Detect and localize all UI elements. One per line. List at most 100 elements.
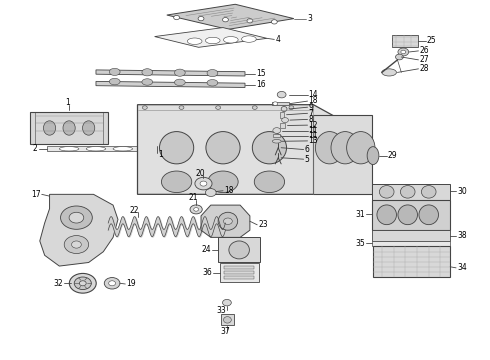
Polygon shape xyxy=(47,146,157,151)
Bar xyxy=(224,271,254,274)
Ellipse shape xyxy=(272,139,281,143)
Ellipse shape xyxy=(195,177,212,190)
Text: 27: 27 xyxy=(419,55,429,64)
Text: 31: 31 xyxy=(356,210,365,219)
Ellipse shape xyxy=(242,36,256,42)
Ellipse shape xyxy=(208,171,238,193)
Ellipse shape xyxy=(316,132,343,164)
Text: 5: 5 xyxy=(305,155,310,164)
Ellipse shape xyxy=(70,273,96,293)
Ellipse shape xyxy=(142,69,153,76)
Ellipse shape xyxy=(367,147,379,165)
Ellipse shape xyxy=(252,106,257,109)
Polygon shape xyxy=(314,116,372,194)
Ellipse shape xyxy=(271,20,277,24)
Text: 18: 18 xyxy=(309,96,318,105)
Ellipse shape xyxy=(205,37,220,44)
Ellipse shape xyxy=(44,121,56,135)
Ellipse shape xyxy=(421,185,436,198)
Ellipse shape xyxy=(223,317,231,323)
Polygon shape xyxy=(372,184,450,200)
Ellipse shape xyxy=(109,281,116,286)
Text: 15: 15 xyxy=(256,69,266,78)
Ellipse shape xyxy=(377,205,396,225)
Ellipse shape xyxy=(104,278,120,289)
Polygon shape xyxy=(272,102,289,105)
Text: 19: 19 xyxy=(126,279,136,288)
Ellipse shape xyxy=(161,171,192,193)
Text: 23: 23 xyxy=(258,220,268,229)
Polygon shape xyxy=(372,241,450,246)
Bar xyxy=(280,112,284,118)
Text: 24: 24 xyxy=(201,246,211,255)
Text: 25: 25 xyxy=(427,36,437,45)
Text: 38: 38 xyxy=(457,231,466,240)
Ellipse shape xyxy=(222,300,231,306)
Polygon shape xyxy=(155,28,267,47)
Text: 7: 7 xyxy=(309,109,314,118)
Text: 34: 34 xyxy=(457,264,467,273)
Text: 37: 37 xyxy=(220,327,230,336)
Ellipse shape xyxy=(419,205,439,225)
Text: 8: 8 xyxy=(309,115,313,124)
Ellipse shape xyxy=(174,79,185,86)
Text: 11: 11 xyxy=(309,126,318,135)
Text: 18: 18 xyxy=(224,185,234,194)
Ellipse shape xyxy=(200,181,207,186)
Ellipse shape xyxy=(72,241,81,248)
Ellipse shape xyxy=(206,132,240,164)
Ellipse shape xyxy=(398,48,409,56)
Ellipse shape xyxy=(218,212,238,230)
Ellipse shape xyxy=(109,68,120,76)
Bar xyxy=(280,123,285,128)
Polygon shape xyxy=(138,105,333,194)
Text: 30: 30 xyxy=(457,187,467,196)
Ellipse shape xyxy=(79,281,86,286)
Ellipse shape xyxy=(222,18,228,22)
Ellipse shape xyxy=(159,132,194,164)
Text: 33: 33 xyxy=(217,306,226,315)
Ellipse shape xyxy=(207,69,218,77)
Ellipse shape xyxy=(61,206,92,229)
Text: 35: 35 xyxy=(355,239,365,248)
Text: 4: 4 xyxy=(275,35,280,44)
Ellipse shape xyxy=(382,69,396,76)
Ellipse shape xyxy=(223,37,238,43)
Ellipse shape xyxy=(379,185,394,198)
Ellipse shape xyxy=(229,241,249,259)
Text: 17: 17 xyxy=(31,190,41,199)
Ellipse shape xyxy=(289,106,294,109)
Ellipse shape xyxy=(254,171,285,193)
Ellipse shape xyxy=(398,205,417,225)
Polygon shape xyxy=(218,237,260,262)
Ellipse shape xyxy=(247,19,253,23)
Ellipse shape xyxy=(346,132,375,164)
Text: 2: 2 xyxy=(32,144,37,153)
Ellipse shape xyxy=(252,132,287,164)
Ellipse shape xyxy=(207,80,218,86)
Ellipse shape xyxy=(82,121,95,135)
Bar xyxy=(273,134,280,137)
Polygon shape xyxy=(220,263,259,282)
Ellipse shape xyxy=(205,189,216,197)
Polygon shape xyxy=(373,246,450,277)
Text: 16: 16 xyxy=(256,81,266,90)
Ellipse shape xyxy=(190,205,202,214)
Text: 3: 3 xyxy=(307,14,312,23)
Ellipse shape xyxy=(64,235,89,253)
Bar xyxy=(224,266,254,269)
Ellipse shape xyxy=(187,38,202,44)
Ellipse shape xyxy=(216,106,220,109)
Ellipse shape xyxy=(109,78,120,85)
Polygon shape xyxy=(167,4,294,30)
Text: 1: 1 xyxy=(65,98,70,107)
Ellipse shape xyxy=(282,118,289,123)
Ellipse shape xyxy=(86,147,106,151)
Text: 26: 26 xyxy=(419,46,429,55)
Ellipse shape xyxy=(69,212,84,223)
Ellipse shape xyxy=(63,121,75,135)
Polygon shape xyxy=(392,35,418,47)
Ellipse shape xyxy=(273,128,281,134)
Ellipse shape xyxy=(174,69,185,76)
Text: 9: 9 xyxy=(309,103,314,112)
